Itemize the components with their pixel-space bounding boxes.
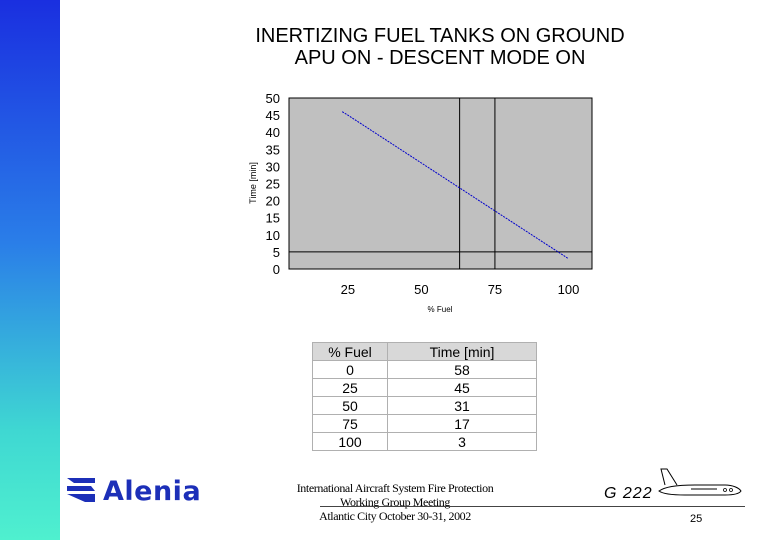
cell-fuel: 75 [312,414,388,433]
x-tick-label: 100 [558,282,580,297]
y-tick-label: 10 [266,228,280,243]
cell-fuel: 0 [312,360,388,379]
y-axis-label: Time [min] [248,162,258,204]
cell-time: 3 [387,432,537,451]
y-tick-label: 30 [266,159,280,174]
table-row: 75 17 [312,414,537,433]
header-fuel: % Fuel [312,342,388,361]
y-tick-label: 25 [266,177,280,192]
data-table: % Fuel Time [min] 0 58 25 45 50 31 75 17 100… [312,342,537,451]
x-tick-label: 25 [341,282,355,297]
logo-text: Alenia [103,476,202,507]
cell-time: 45 [387,378,537,397]
y-tick-label: 35 [266,142,280,157]
footer-line-3: Atlantic City October 30-31, 2002 [319,509,471,523]
series-line [341,111,569,260]
title-line-1: INERTIZING FUEL TANKS ON GROUND [255,25,625,47]
y-tick-label: 20 [266,194,280,209]
cell-fuel: 50 [312,396,388,415]
cell-time: 17 [387,414,537,433]
x-tick-label: 75 [488,282,502,297]
y-tick-label: 0 [273,262,280,277]
table-row: 25 45 [312,378,537,397]
footer-line-2: Working Group Meeting [340,495,450,509]
table-header-row: % Fuel Time [min] [312,342,537,361]
header-time: Time [min] [387,342,537,361]
plot-area [288,97,593,270]
decorative-sidebar [0,0,60,540]
cell-time: 58 [387,360,537,379]
logo-mark-icon [67,478,95,502]
alenia-logo: Alenia [65,472,215,508]
aircraft-icon [658,468,742,496]
x-axis-label: % Fuel [428,305,453,314]
y-tick-label: 50 [266,91,280,106]
page-number: 25 [690,513,703,525]
footer-text: International Aircraft System Fire Prote… [270,481,520,523]
cell-time: 31 [387,396,537,415]
title-line-2: APU ON - DESCENT MODE ON [294,47,586,69]
y-tick-label: 40 [266,125,280,140]
table-row: 100 3 [312,432,537,451]
x-tick-label: 50 [414,282,428,297]
cell-fuel: 100 [312,432,388,451]
cell-fuel: 25 [312,378,388,397]
y-tick-label: 45 [266,108,280,123]
table-row: 50 31 [312,396,537,415]
footer-line-1: International Aircraft System Fire Prote… [296,481,494,495]
aircraft-code: G 222 [604,485,653,502]
footer-divider [320,506,745,507]
y-tick-label: 5 [273,245,280,260]
y-tick-label: 15 [266,211,280,226]
table-row: 0 58 [312,360,537,379]
